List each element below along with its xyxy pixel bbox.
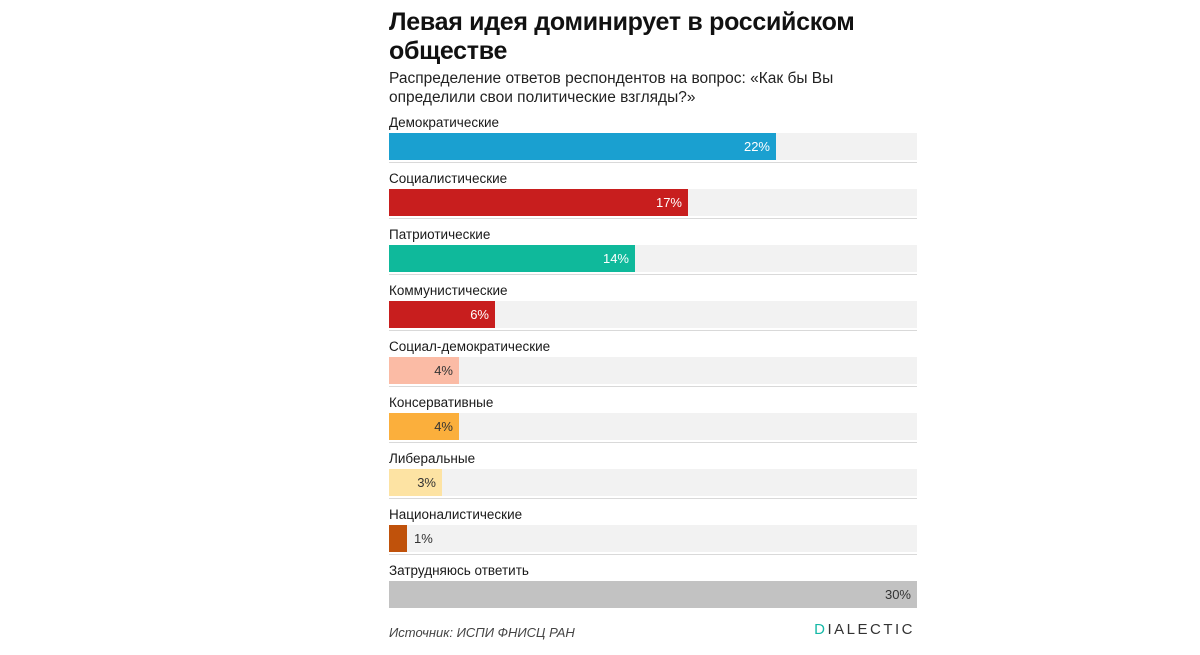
- value-label: 4%: [434, 363, 453, 378]
- category-label: Демократические: [389, 115, 500, 130]
- row-separator: [389, 330, 917, 331]
- bar: [389, 357, 459, 384]
- category-label: Социал-демократические: [389, 339, 551, 354]
- row-separator: [389, 498, 917, 499]
- row-separator: [389, 442, 917, 443]
- value-label: 22%: [743, 139, 770, 154]
- row-separator: [389, 274, 917, 275]
- category-label: Консервативные: [389, 395, 494, 410]
- bar-track: 3%: [389, 469, 917, 496]
- source-note: Источник: ИСПИ ФНИСЦ РАН: [389, 625, 575, 640]
- brand-logo: DIALECTIC: [814, 621, 915, 638]
- bar-track: 1%: [389, 525, 917, 552]
- bar-row: Патриотические 14%: [389, 226, 917, 280]
- bar-row: Консервативные 4%: [389, 394, 917, 448]
- bar-track: 6%: [389, 301, 917, 328]
- bar-row: Коммунистические 6%: [389, 282, 917, 336]
- category-label: Националистические: [389, 507, 523, 522]
- bar-track: 4%: [389, 413, 917, 440]
- bar: [389, 525, 407, 552]
- logo-text: IALECTIC: [827, 621, 915, 638]
- value-label: 4%: [434, 419, 453, 434]
- row-separator: [389, 386, 917, 387]
- bar-row: Социалистические 17%: [389, 170, 917, 224]
- bar: [389, 469, 442, 496]
- bar-track: 4%: [389, 357, 917, 384]
- bar-row: Социал-демократические 4%: [389, 338, 917, 392]
- bar: [389, 581, 917, 608]
- category-label: Либеральные: [389, 451, 476, 466]
- logo-accent-letter: D: [814, 621, 828, 638]
- category-label: Патриотические: [389, 227, 491, 242]
- bar: [389, 301, 495, 328]
- bar: [389, 413, 459, 440]
- bar-track: 22%: [389, 133, 917, 160]
- category-label: Коммунистические: [389, 283, 508, 298]
- value-label: 1%: [414, 531, 433, 546]
- value-label: 30%: [884, 587, 911, 602]
- bar-track: 30%: [389, 581, 917, 608]
- chart-subtitle: Распределение ответов респондентов на во…: [389, 70, 834, 106]
- bar: [389, 245, 635, 272]
- value-label: 3%: [417, 475, 436, 490]
- value-label: 17%: [655, 195, 682, 210]
- bar: [389, 133, 776, 160]
- bar: [389, 189, 688, 216]
- category-label: Затрудняюсь ответить: [389, 563, 529, 578]
- bar-row: Либеральные 3%: [389, 450, 917, 504]
- chart-title: Левая идея доминирует в российском общес…: [389, 8, 855, 65]
- row-separator: [389, 554, 917, 555]
- value-label: 6%: [470, 307, 489, 322]
- bar-row: Демократические 22%: [389, 114, 917, 168]
- bar-row: Затрудняюсь ответить 30%: [389, 562, 917, 616]
- bar-track: 17%: [389, 189, 917, 216]
- chart: Левая идея доминирует в российском общес…: [389, 8, 917, 648]
- row-separator: [389, 218, 917, 219]
- category-label: Социалистические: [389, 171, 508, 186]
- row-separator: [389, 162, 917, 163]
- value-label: 14%: [602, 251, 629, 266]
- bar-row: Националистические 1%: [389, 506, 917, 560]
- bar-track: 14%: [389, 245, 917, 272]
